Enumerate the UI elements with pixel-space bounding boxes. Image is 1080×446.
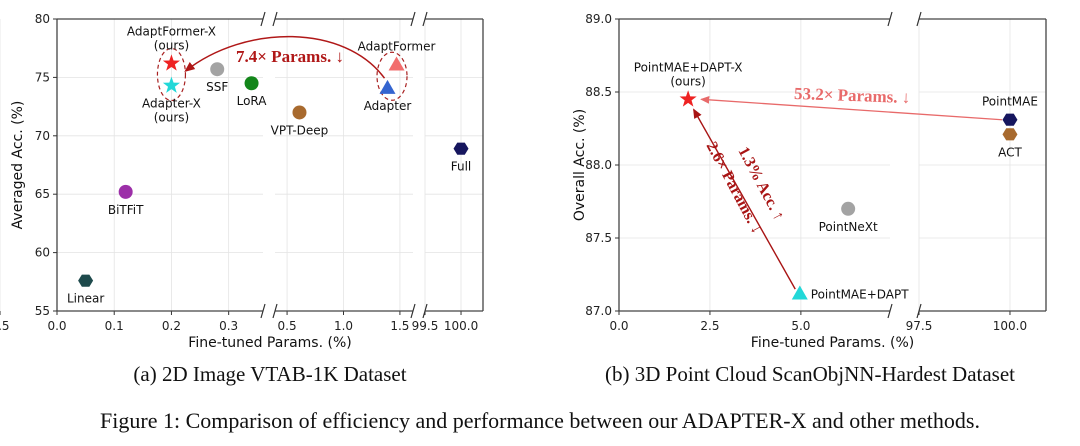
axis-break-mark — [916, 303, 922, 319]
figure-caption: Figure 1: Comparison of efficiency and p… — [100, 408, 980, 433]
x-tick-label: 0.3 — [219, 319, 238, 333]
x-tick-label: 0.1 — [105, 319, 124, 333]
point-label: (ours) — [154, 111, 190, 125]
point-adapter-x — [162, 76, 181, 93]
chart-a: 0.0 0.1 0.2 0.3 0.5 1.0 1.5 99.5 100.0 55 60 65 70 75… — [10, 11, 484, 351]
y-tick-label: 80 — [35, 12, 50, 26]
y-tick-label: 65 — [35, 187, 50, 201]
axis-break-mark — [272, 303, 278, 319]
axis-break-mark — [410, 303, 416, 319]
arrow — [700, 95, 1003, 121]
point-adaptformer-x — [162, 54, 181, 71]
point-label: LoRA — [237, 94, 268, 108]
y-tick-label: 87.0 — [585, 304, 612, 318]
point-label: Full — [451, 160, 472, 174]
point-label: PointMAE — [982, 95, 1038, 109]
y-tick-label: 70 — [35, 129, 50, 143]
y-tick-label: 88.5 — [585, 85, 612, 99]
y-tick-label: 88.0 — [585, 158, 612, 172]
point-vpt-deep — [292, 105, 307, 120]
point-label: (ours) — [154, 38, 190, 52]
y-tick-label: 75 — [35, 70, 50, 84]
axis-break-mark — [260, 11, 266, 27]
axis-break-mark — [887, 303, 893, 319]
axis-break-mark — [260, 303, 266, 319]
axis-break-mark — [916, 11, 922, 27]
point-adapter — [379, 79, 396, 94]
chart-b: 0.0 2.5 5.0 7.5 97.5 100.0 87.0 87.5 88.0 88.5 89.… — [0, 11, 1047, 351]
x-tick-label: 99.5 — [412, 319, 439, 333]
x-tick-label: 1.0 — [334, 319, 353, 333]
point-pointmae-dapt — [791, 285, 808, 300]
caption-a: (a) 2D Image VTAB-1K Dataset — [133, 362, 407, 386]
caption-b: (b) 3D Point Cloud ScanObjNN-Hardest Dat… — [604, 362, 1015, 386]
x-tick-label: 5.0 — [791, 319, 810, 333]
x-tick-label: 7.5 — [0, 319, 10, 333]
y-tick-label: 87.5 — [585, 231, 612, 245]
point-lora — [244, 76, 259, 91]
x-axis-label: Fine-tuned Params. (%) — [751, 335, 914, 351]
x-tick-label: 0.2 — [162, 319, 181, 333]
x-tick-label: 2.5 — [700, 319, 719, 333]
axis-break-mark — [410, 11, 416, 27]
y-tick-label: 89.0 — [585, 12, 612, 26]
x-tick-label: 0.0 — [609, 319, 628, 333]
x-tick-label: 1.5 — [390, 319, 409, 333]
point-label: ACT — [998, 145, 1022, 159]
axis-break-mark — [887, 11, 893, 27]
point-pointmae — [1002, 113, 1018, 126]
curved-arrow — [184, 35, 386, 79]
point-label: PointMAE+DAPT — [811, 287, 909, 301]
arrow — [693, 108, 796, 290]
x-axis-label: Fine-tuned Params. (%) — [188, 335, 351, 351]
y-tick-label: 60 — [35, 246, 50, 260]
y-tick-label: 55 — [35, 304, 50, 318]
point-full — [453, 142, 469, 155]
point-label: BiTFiT — [108, 203, 144, 217]
point-ssf — [210, 62, 225, 77]
point-label: Adapter-X — [142, 97, 201, 111]
axis-break-mark — [272, 11, 278, 27]
point-label: PointNeXt — [819, 220, 878, 234]
point-label: AdaptFormer — [358, 40, 436, 54]
x-tick-label: 97.5 — [906, 319, 933, 333]
y-axis-label: Averaged Acc. (%) — [10, 101, 26, 230]
point-label: SSF — [206, 80, 228, 94]
point-linear — [78, 274, 94, 287]
point-pointmae-dapt-x — [679, 90, 697, 107]
point-label: (ours) — [670, 74, 706, 88]
point-act — [1002, 128, 1018, 141]
point-label: Linear — [67, 292, 104, 306]
annotation-label: 7.4× Params. ↓ — [236, 47, 344, 66]
point-label: PointMAE+DAPT-X — [634, 60, 743, 74]
highlight-ellipse — [376, 51, 408, 101]
y-axis-label: Overall Acc. (%) — [572, 109, 588, 221]
point-label: VPT-Deep — [271, 123, 329, 137]
annotation-label: 53.2× Params. ↓ — [794, 84, 911, 107]
axis-break-mark — [422, 11, 428, 27]
point-label: AdaptFormer-X — [127, 24, 216, 38]
x-tick-label: 0.0 — [47, 319, 66, 333]
point-adaptformer — [388, 56, 405, 71]
axis-break-mark — [422, 303, 428, 319]
x-tick-label: 100.0 — [993, 319, 1027, 333]
point-pointnext — [841, 201, 856, 216]
x-tick-label: 100.0 — [444, 319, 478, 333]
x-tick-label: 0.5 — [278, 319, 297, 333]
point-label: Adapter — [364, 99, 412, 113]
highlight-ellipse — [156, 47, 187, 102]
point-bitfit — [118, 184, 133, 199]
